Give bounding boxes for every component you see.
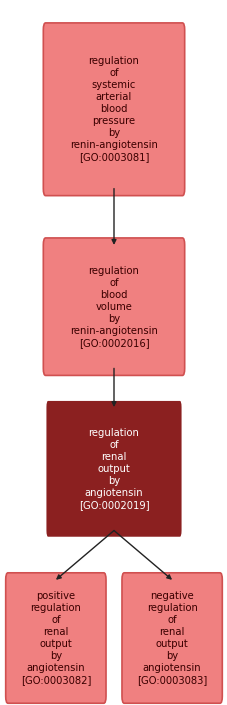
FancyBboxPatch shape — [121, 572, 221, 704]
FancyBboxPatch shape — [43, 23, 184, 195]
Text: positive
regulation
of
renal
output
by
angiotensin
[GO:0003082]: positive regulation of renal output by a… — [21, 591, 91, 685]
Text: negative
regulation
of
renal
output
by
angiotensin
[GO:0003083]: negative regulation of renal output by a… — [136, 591, 206, 685]
Text: regulation
of
systemic
arterial
blood
pressure
by
renin-angiotensin
[GO:0003081]: regulation of systemic arterial blood pr… — [70, 56, 157, 162]
FancyBboxPatch shape — [43, 238, 184, 376]
Text: regulation
of
blood
volume
by
renin-angiotensin
[GO:0002016]: regulation of blood volume by renin-angi… — [70, 266, 157, 348]
Text: regulation
of
renal
output
by
angiotensin
[GO:0002019]: regulation of renal output by angiotensi… — [78, 428, 149, 510]
FancyBboxPatch shape — [45, 400, 182, 537]
FancyBboxPatch shape — [6, 572, 106, 704]
